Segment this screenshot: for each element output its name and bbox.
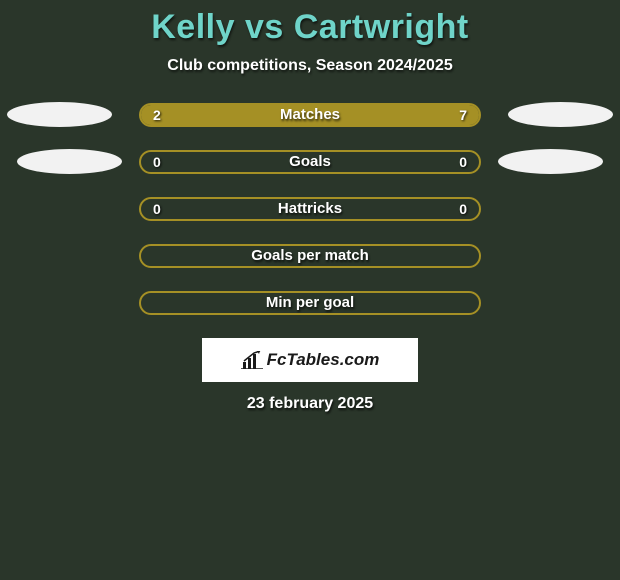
player-right-avatar [508, 102, 613, 127]
stat-label: Min per goal [141, 293, 479, 313]
stat-bar: Goals per match [139, 244, 481, 268]
stat-row-hattricks: 0 Hattricks 0 [0, 197, 620, 221]
brand-text: FcTables.com [267, 350, 380, 370]
player-left-avatar [17, 149, 122, 174]
stat-bar: 2 Matches 7 [139, 103, 481, 127]
stat-bar: 0 Goals 0 [139, 150, 481, 174]
stat-value-right: 0 [459, 199, 467, 219]
stat-value-right: 7 [459, 105, 467, 125]
stat-bar: 0 Hattricks 0 [139, 197, 481, 221]
stat-row-goals: 0 Goals 0 [0, 150, 620, 174]
stat-row-min-per-goal: Min per goal [0, 291, 620, 315]
stat-row-matches: 2 Matches 7 [0, 103, 620, 127]
page-title: Kelly vs Cartwright [0, 0, 620, 47]
player-left-avatar [7, 102, 112, 127]
stat-label: Goals per match [141, 246, 479, 266]
stat-label: Hattricks [141, 199, 479, 219]
brand-box[interactable]: FcTables.com [202, 338, 418, 382]
bar-chart-icon [241, 351, 263, 369]
stat-row-goals-per-match: Goals per match [0, 244, 620, 268]
stat-bar: Min per goal [139, 291, 481, 315]
stats-container: 2 Matches 7 0 Goals 0 0 Hattricks 0 [0, 103, 620, 315]
stat-value-right: 0 [459, 152, 467, 172]
date-label: 23 february 2025 [0, 395, 620, 413]
stat-label: Goals [141, 152, 479, 172]
stat-label: Matches [141, 105, 479, 125]
player-right-avatar [498, 149, 603, 174]
brand: FcTables.com [241, 350, 380, 370]
subtitle: Club competitions, Season 2024/2025 [0, 57, 620, 75]
